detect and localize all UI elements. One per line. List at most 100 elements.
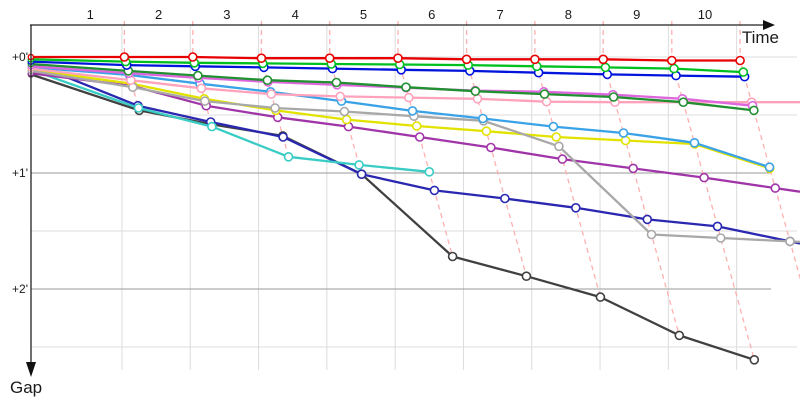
control-marker bbox=[461, 54, 472, 65]
x-tick-label: 5 bbox=[360, 7, 367, 22]
control-marker bbox=[414, 132, 425, 142]
control-marker bbox=[335, 91, 346, 102]
y-tick-label: +1' bbox=[12, 166, 28, 180]
control-marker bbox=[608, 92, 619, 102]
control-marker bbox=[715, 233, 726, 243]
control-marker bbox=[472, 94, 483, 104]
control-line-5 bbox=[397, 21, 454, 257]
control-marker bbox=[341, 114, 352, 125]
series-line-red[interactable] bbox=[30, 55, 741, 62]
x-tick-label: 9 bbox=[633, 7, 640, 22]
control-marker bbox=[339, 106, 350, 117]
control-marker bbox=[393, 53, 403, 64]
series-dark-green[interactable] bbox=[27, 60, 759, 116]
control-marker bbox=[600, 62, 611, 73]
x-tick-label: 8 bbox=[565, 7, 572, 22]
series-red[interactable] bbox=[27, 52, 745, 66]
series-line-purple[interactable] bbox=[30, 72, 800, 193]
control-marker bbox=[595, 292, 606, 302]
control-marker bbox=[628, 163, 639, 174]
control-marker bbox=[486, 142, 496, 153]
control-marker bbox=[119, 52, 130, 62]
control-marker bbox=[270, 103, 280, 113]
control-marker bbox=[429, 185, 440, 196]
control-marker bbox=[262, 75, 273, 85]
control-marker bbox=[200, 96, 210, 106]
control-marker bbox=[646, 229, 657, 240]
control-marker bbox=[207, 121, 217, 132]
control-marker bbox=[407, 106, 418, 116]
control-marker bbox=[551, 132, 562, 142]
control-marker bbox=[447, 251, 458, 262]
control-marker bbox=[324, 53, 335, 64]
control-marker bbox=[689, 138, 700, 148]
control-marker bbox=[196, 83, 207, 94]
control-marker bbox=[500, 193, 510, 204]
axes-layer: Time Gap 1 2 3 4 5 6 7 8 9 10 +0' +1' +2' bbox=[10, 7, 779, 397]
control-marker bbox=[666, 55, 677, 66]
control-marker bbox=[401, 82, 411, 92]
series-line-pink[interactable] bbox=[30, 67, 800, 104]
control-marker bbox=[283, 152, 294, 162]
series-layer bbox=[27, 52, 800, 365]
control-marker bbox=[570, 203, 581, 213]
x-axis-title: Time bbox=[742, 28, 779, 47]
control-marker bbox=[770, 183, 781, 193]
y-tick-labels: +0' +1' +2' bbox=[12, 50, 28, 296]
control-marker bbox=[403, 92, 414, 103]
x-tick-label: 10 bbox=[698, 7, 712, 22]
series-line-yellow[interactable] bbox=[30, 68, 771, 170]
control-marker bbox=[642, 214, 653, 225]
control-marker bbox=[749, 105, 759, 116]
control-marker bbox=[678, 97, 689, 107]
y-tick-label: +2' bbox=[12, 282, 28, 296]
x-tick-label: 4 bbox=[292, 7, 299, 22]
control-marker bbox=[470, 86, 481, 96]
control-marker bbox=[193, 70, 203, 81]
control-marker bbox=[481, 126, 492, 136]
x-tick-label: 1 bbox=[87, 7, 94, 22]
series-yellow[interactable] bbox=[27, 66, 775, 174]
control-marker bbox=[618, 128, 629, 138]
series-line-gray[interactable] bbox=[30, 69, 800, 244]
y-tick-label: +0' bbox=[12, 50, 28, 64]
series-line-turquoise[interactable] bbox=[30, 68, 430, 173]
x-tick-label: 2 bbox=[155, 7, 162, 22]
control-marker bbox=[424, 167, 435, 177]
control-marker bbox=[411, 121, 422, 131]
x-tick-labels: 1 2 3 4 5 6 7 8 9 10 bbox=[87, 7, 713, 22]
control-marker bbox=[557, 154, 568, 164]
control-marker bbox=[539, 89, 550, 99]
control-marker bbox=[735, 55, 745, 66]
control-marker bbox=[133, 103, 144, 113]
control-marker bbox=[331, 77, 342, 88]
control-marker bbox=[764, 162, 775, 172]
series-line-navy[interactable] bbox=[30, 61, 800, 245]
control-marker bbox=[712, 221, 723, 232]
control-marker bbox=[738, 67, 749, 77]
control-marker bbox=[530, 54, 540, 65]
x-tick-label: 6 bbox=[428, 7, 435, 22]
control-marker bbox=[356, 169, 367, 179]
x-tick-label: 3 bbox=[223, 7, 230, 22]
control-marker bbox=[541, 96, 552, 107]
control-lines-layer bbox=[123, 21, 800, 360]
y-axis-arrow-icon bbox=[26, 362, 36, 377]
series-purple[interactable] bbox=[27, 69, 800, 193]
x-axis-arrow-icon bbox=[763, 20, 775, 30]
control-marker bbox=[548, 121, 559, 132]
control-marker bbox=[354, 160, 364, 170]
control-marker bbox=[598, 54, 609, 65]
control-marker bbox=[669, 63, 679, 74]
control-marker bbox=[256, 53, 267, 64]
control-marker bbox=[521, 271, 532, 282]
control-marker bbox=[674, 330, 685, 341]
control-marker bbox=[188, 52, 198, 62]
control-marker bbox=[699, 172, 709, 183]
control-marker bbox=[749, 354, 760, 365]
control-line-10 bbox=[739, 21, 800, 281]
y-axis-title: Gap bbox=[10, 378, 42, 397]
control-marker bbox=[478, 113, 488, 124]
